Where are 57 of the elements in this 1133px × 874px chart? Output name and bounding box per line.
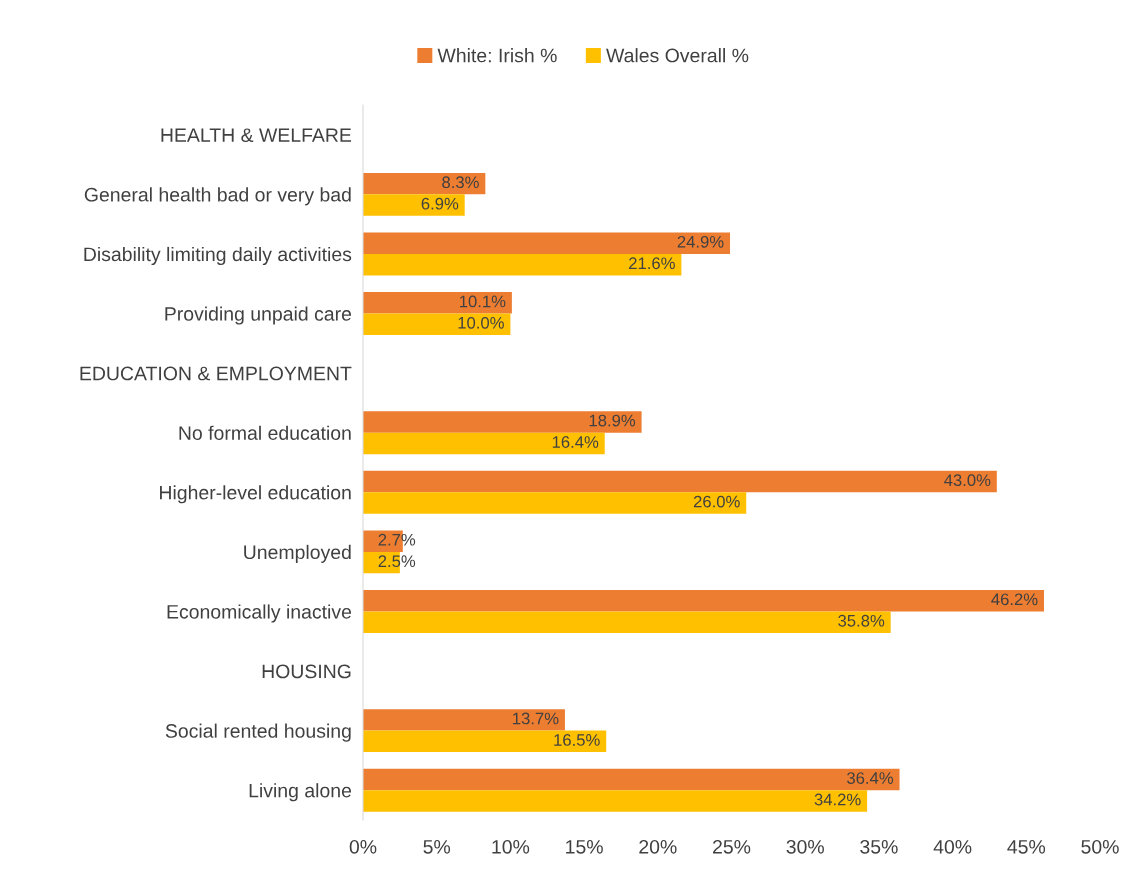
- x-tick-label: 5%: [423, 840, 451, 854]
- x-tick-label: 50%: [1081, 839, 1119, 854]
- y-tick-label: No formal education: [179, 425, 351, 440]
- data-label: 34.2%: [814, 793, 861, 806]
- bar: [363, 492, 747, 514]
- data-label: 24.9%: [677, 235, 724, 248]
- bar: [363, 790, 868, 812]
- x-tick-label: 35%: [860, 839, 898, 854]
- bar: [363, 470, 997, 493]
- bar: [363, 194, 465, 216]
- y-tick-label: Social rented housing: [165, 723, 351, 742]
- x-tick-label: 10%: [492, 839, 530, 854]
- y-tick-label: Unemployed: [244, 544, 351, 563]
- data-label: 43.0%: [944, 474, 991, 487]
- y-tick-label: EDUCATION & EMPLOYMENT: [80, 366, 352, 381]
- data-label: 46.2%: [991, 593, 1038, 606]
- x-tick-label: 40%: [933, 839, 972, 854]
- bar: [363, 313, 511, 335]
- x-tick-label: 30%: [786, 839, 824, 854]
- data-label: 36.4%: [847, 772, 894, 784]
- bar: [363, 730, 607, 753]
- bar: [363, 232, 731, 254]
- y-tick-label: General health bad or very bad: [84, 187, 351, 206]
- x-tick-label: 0%: [349, 839, 377, 854]
- bar: [363, 411, 642, 433]
- data-label: 8.3%: [442, 176, 479, 189]
- x-tick-label: 45%: [1007, 840, 1046, 854]
- data-label: 13.7%: [513, 712, 559, 725]
- bar: [363, 709, 565, 731]
- bar: [363, 768, 900, 791]
- bar: [363, 253, 682, 276]
- legend-label: Wales Overall %: [606, 48, 749, 63]
- x-tick-label: 20%: [639, 839, 677, 854]
- bar: [363, 292, 512, 314]
- y-tick-label: Economically inactive: [167, 604, 352, 623]
- y-tick-label: Providing unpaid care: [165, 306, 352, 325]
- data-label: 26.0%: [693, 495, 740, 508]
- y-tick-label: Disability limiting daily activities: [84, 246, 352, 266]
- x-tick-label: 15%: [566, 840, 603, 854]
- y-tick-label: HEALTH & WELFARE: [161, 128, 352, 143]
- y-tick-label: Higher-level education: [160, 485, 351, 504]
- data-label: 10.0%: [458, 316, 504, 329]
- bar: [363, 432, 605, 455]
- y-tick-label: Living alone: [249, 783, 352, 802]
- bar: [363, 590, 1044, 612]
- data-label: 16.5%: [554, 734, 600, 746]
- bar: [363, 172, 486, 195]
- bar: [363, 611, 891, 633]
- data-label: 10.1%: [459, 295, 506, 308]
- y-tick-label: HOUSING: [262, 664, 351, 679]
- data-label: 35.8%: [838, 614, 885, 627]
- data-label: 18.9%: [589, 414, 636, 427]
- x-tick-label: 25%: [713, 839, 751, 854]
- data-label: 6.9%: [421, 197, 459, 210]
- legend-label: White: Irish %: [437, 48, 557, 63]
- data-label: 21.6%: [629, 257, 675, 270]
- data-label: 16.4%: [552, 436, 599, 448]
